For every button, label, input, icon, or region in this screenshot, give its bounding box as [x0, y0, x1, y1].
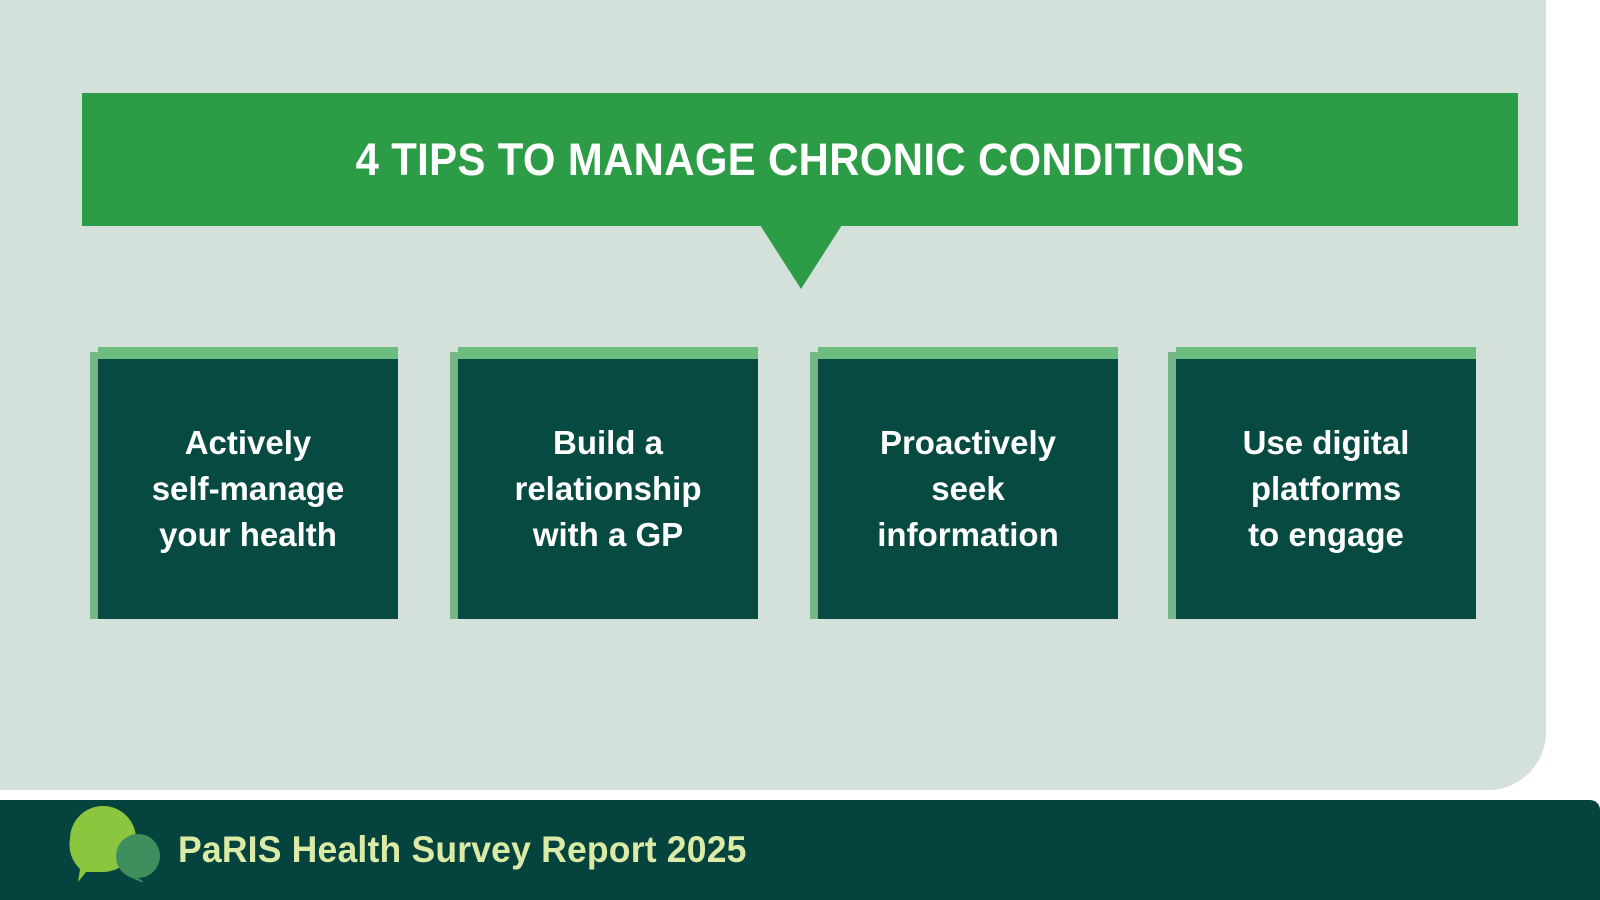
speech-bubbles-icon — [64, 800, 160, 886]
card-body: Build a relationship with a GP — [458, 359, 758, 619]
triangle-down-icon — [760, 225, 842, 289]
page-title: 4 TIPS TO MANAGE CHRONIC CONDITIONS — [355, 133, 1245, 185]
card-top-accent — [1176, 347, 1476, 359]
tip-card-4[interactable]: Use digital platforms to engage — [1168, 347, 1476, 619]
card-edge-accent — [1168, 352, 1178, 619]
tip-card-2[interactable]: Build a relationship with a GP — [450, 347, 758, 619]
tip-card-label: Proactively seek information — [877, 424, 1059, 553]
card-body: Proactively seek information — [818, 359, 1118, 619]
card-edge-accent — [450, 352, 460, 619]
tip-card-label: Use digital platforms to engage — [1242, 424, 1410, 553]
title-banner: 4 TIPS TO MANAGE CHRONIC CONDITIONS — [82, 93, 1518, 226]
footer-bar — [0, 800, 1600, 900]
tip-card-label: Actively self-manage your health — [151, 424, 345, 553]
report-title: PaRIS Health Survey Report 2025 — [178, 829, 747, 870]
card-body: Use digital platforms to engage — [1176, 359, 1476, 619]
card-edge-accent — [810, 352, 820, 619]
tip-card-1[interactable]: Actively self-manage your health — [90, 347, 398, 619]
tip-card-list: Actively self-manage your health Build a… — [90, 347, 1478, 619]
card-body: Actively self-manage your health — [98, 359, 398, 619]
card-top-accent — [818, 347, 1118, 359]
card-top-accent — [458, 347, 758, 359]
tip-card-3[interactable]: Proactively seek information — [810, 347, 1118, 619]
card-top-accent — [98, 347, 398, 359]
card-edge-accent — [90, 352, 100, 619]
tip-card-label: Build a relationship with a GP — [514, 424, 702, 553]
